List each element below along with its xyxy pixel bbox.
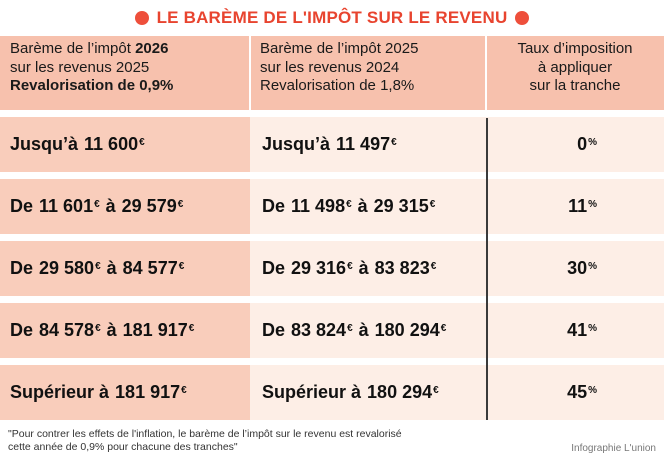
rate-cell: 45% bbox=[567, 382, 597, 402]
footnote: "Pour contrer les effets de l'inflation,… bbox=[8, 428, 508, 454]
table-bottom bbox=[0, 420, 664, 460]
dot-icon bbox=[515, 11, 530, 25]
header-col2-line3: Revalorisation de 1,8% bbox=[260, 77, 415, 94]
row-divider bbox=[0, 172, 664, 179]
col-2026-bg bbox=[0, 116, 250, 422]
header-divider bbox=[485, 36, 487, 110]
header-col1-line3: Revalorisation de 0,9% bbox=[10, 77, 174, 94]
table-cell: Jusqu’à 11 600 € bbox=[10, 134, 145, 154]
title-bar: LE BARÈME DE L'IMPÔT SUR LE REVENU bbox=[0, 0, 664, 36]
column-divider bbox=[486, 118, 488, 420]
header-col1-line2: sur les revenus 2025 bbox=[10, 58, 150, 76]
table-cell: De 29 316 € à 83 823 € bbox=[262, 258, 437, 278]
col-rate-bg bbox=[486, 116, 664, 422]
table-cell: De 83 824 € à 180 294 € bbox=[262, 320, 447, 340]
table-cell: De 29 580 € à 84 577 € bbox=[10, 258, 185, 278]
footnote-line1: "Pour contrer les effets de l'inflation,… bbox=[8, 428, 402, 440]
rate-cell: 0% bbox=[577, 134, 597, 154]
row-divider bbox=[0, 296, 664, 303]
header-col2-line2: sur les revenus 2024 bbox=[260, 58, 400, 76]
table-cell: De 11 601 € à 29 579 € bbox=[10, 196, 184, 216]
page-title: LE BARÈME DE L'IMPÔT SUR LE REVENU bbox=[156, 8, 508, 27]
header-col-rate: Taux d’imposition à appliquer sur la tra… bbox=[486, 36, 664, 110]
rate-cell: 30% bbox=[567, 258, 597, 278]
dot-icon bbox=[134, 11, 149, 25]
table-cell: Supérieur à 181 917 € bbox=[10, 382, 187, 402]
row-divider bbox=[0, 358, 664, 365]
table-cell: De 11 498 € à 29 315 € bbox=[262, 196, 436, 216]
header-col1-line1: Barème de l’impôt bbox=[10, 40, 136, 57]
header-divider bbox=[249, 36, 251, 110]
footnote-line2: cette année de 0,9% pour chacune des tra… bbox=[8, 441, 238, 453]
header-col3-line1: Taux d’imposition bbox=[517, 40, 633, 57]
header-col3-line2: à appliquer bbox=[537, 58, 613, 76]
table-cell: De 84 578 € à 181 917 € bbox=[10, 320, 195, 340]
header-col-2025: Barème de l’impôt 2025 sur les revenus 2… bbox=[250, 36, 486, 110]
header-col3-line3: sur la tranche bbox=[529, 77, 621, 94]
header-col-2026: Barème de l’impôt 2026 sur les revenus 2… bbox=[0, 36, 250, 110]
table-cell: Supérieur à 180 294 € bbox=[262, 382, 439, 402]
row-divider bbox=[0, 110, 664, 117]
col-2025-bg bbox=[250, 116, 486, 422]
rate-cell: 11% bbox=[568, 196, 597, 216]
header-col1-year: 2026 bbox=[135, 40, 169, 57]
rate-cell: 41% bbox=[567, 320, 597, 340]
table-cell: Jusqu’à 11 497 € bbox=[262, 134, 397, 154]
credit: Infographie L'union bbox=[571, 443, 656, 454]
header-col2-line1: Barème de l’impôt 2025 bbox=[260, 40, 419, 57]
row-divider bbox=[0, 234, 664, 241]
